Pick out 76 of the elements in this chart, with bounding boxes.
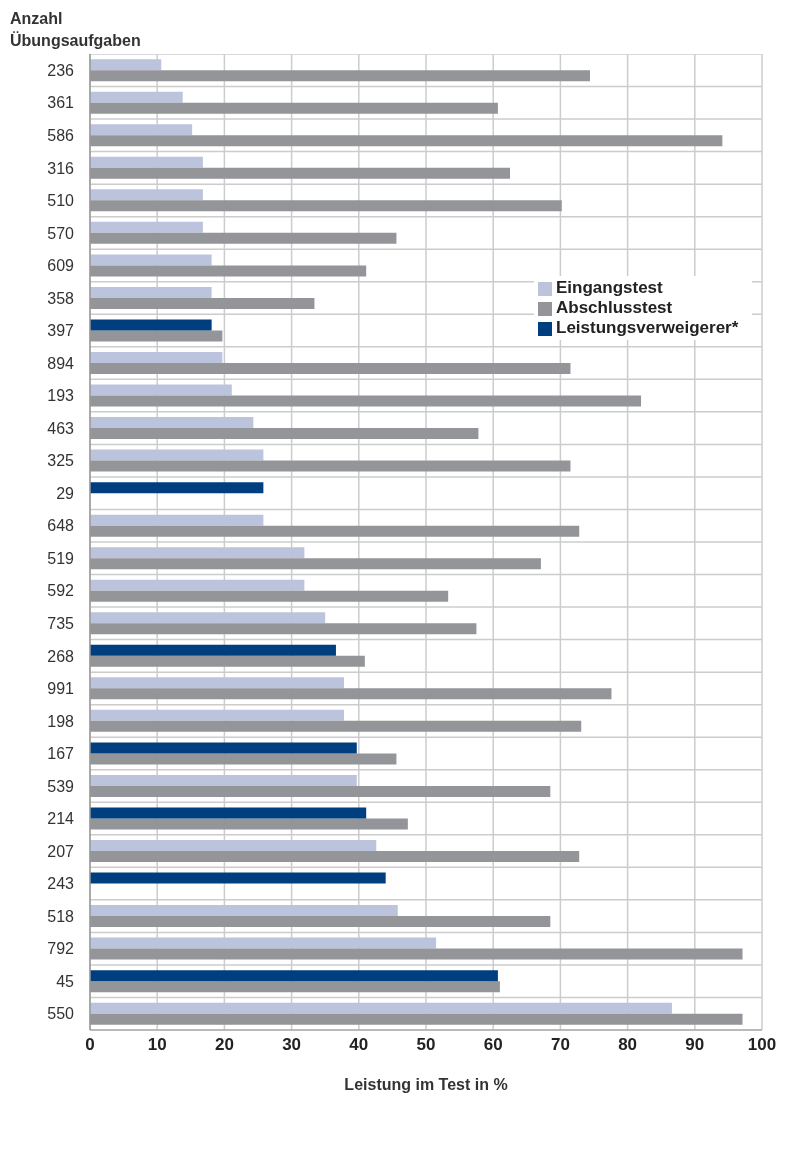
- bar: [90, 872, 386, 884]
- y-tick-label: 236: [47, 61, 75, 79]
- bar: [90, 189, 203, 201]
- y-tick-label: 358: [47, 289, 75, 307]
- x-tick-label: 80: [618, 1035, 638, 1055]
- y-tick-label: 45: [56, 972, 75, 990]
- bar: [90, 449, 264, 461]
- x-tick-label: 50: [416, 1035, 436, 1055]
- y-tick-label: 519: [47, 549, 75, 567]
- y-tick-label: 198: [47, 712, 75, 730]
- y-tick-label: 268: [47, 647, 75, 665]
- y-tick-label: 29: [56, 484, 75, 502]
- bar: [90, 612, 326, 624]
- x-tick-label: 40: [349, 1035, 369, 1055]
- bar: [90, 319, 212, 331]
- x-tick-label: 100: [747, 1035, 777, 1055]
- x-tick-label: 90: [685, 1035, 705, 1055]
- y-tick-label: 735: [47, 615, 75, 633]
- bar: [90, 156, 203, 168]
- bar: [90, 254, 212, 266]
- y-tick-label: 243: [47, 875, 75, 893]
- x-tick-label: 30: [282, 1035, 302, 1055]
- bar: [90, 417, 254, 429]
- bar: [90, 905, 398, 917]
- y-tick-label: 397: [47, 322, 75, 340]
- y-tick-label: 894: [47, 354, 75, 372]
- y-tick-label: 792: [47, 940, 75, 958]
- y-tick-label: 193: [47, 387, 75, 405]
- y-tick-label: 361: [47, 94, 75, 112]
- x-tick-label: 10: [147, 1035, 167, 1055]
- legend-label: Leistungsverweigerer*: [556, 318, 739, 337]
- bar: [90, 774, 357, 786]
- legend-label: Eingangstest: [556, 278, 663, 297]
- y-tick-label: 648: [47, 517, 75, 535]
- bar: [90, 59, 162, 71]
- y-tick-label: 539: [47, 777, 75, 795]
- bar: [90, 1002, 672, 1014]
- bar: [90, 286, 212, 298]
- x-tick-label: 20: [214, 1035, 234, 1055]
- bar: [90, 937, 437, 949]
- bar: [90, 384, 232, 396]
- bar: [90, 579, 305, 591]
- bar: [90, 644, 336, 656]
- y-tick-label: 991: [47, 680, 75, 698]
- y-tick-label: 463: [47, 419, 75, 437]
- y-tick-label: 214: [47, 810, 75, 828]
- y-tick-label: 325: [47, 452, 75, 470]
- bar: [90, 514, 264, 526]
- bar: [90, 482, 264, 494]
- bar: [90, 547, 305, 559]
- y-tick-label: 592: [47, 582, 75, 600]
- x-axis-title: Leistung im Test in %: [344, 1076, 508, 1093]
- bar: [90, 91, 183, 103]
- bar: [90, 970, 498, 982]
- bar: [90, 742, 357, 754]
- bar: [90, 677, 345, 689]
- bar: [90, 807, 367, 819]
- bar: [90, 709, 345, 721]
- bar: [90, 221, 203, 233]
- y-tick-label: 510: [47, 192, 75, 210]
- y-tick-label: 550: [47, 1005, 75, 1023]
- y-tick-label: 167: [47, 745, 75, 763]
- x-tick-label: 70: [550, 1035, 570, 1055]
- y-tick-label: 570: [47, 224, 75, 242]
- y-tick-label: 609: [47, 257, 75, 275]
- y-axis-title: Anzahl Übungsaufgaben: [10, 9, 142, 51]
- y-tick-label: 586: [47, 127, 75, 145]
- bar: [90, 124, 193, 136]
- bar: [90, 352, 223, 364]
- x-tick-label: 60: [483, 1035, 503, 1055]
- bar: [90, 840, 377, 852]
- y-tick-label: 207: [47, 842, 75, 860]
- y-tick-label: 518: [47, 907, 75, 925]
- y-tick-label: 316: [47, 159, 75, 177]
- legend-label: Abschlusstest: [556, 298, 673, 317]
- x-tick-label: 0: [85, 1035, 95, 1055]
